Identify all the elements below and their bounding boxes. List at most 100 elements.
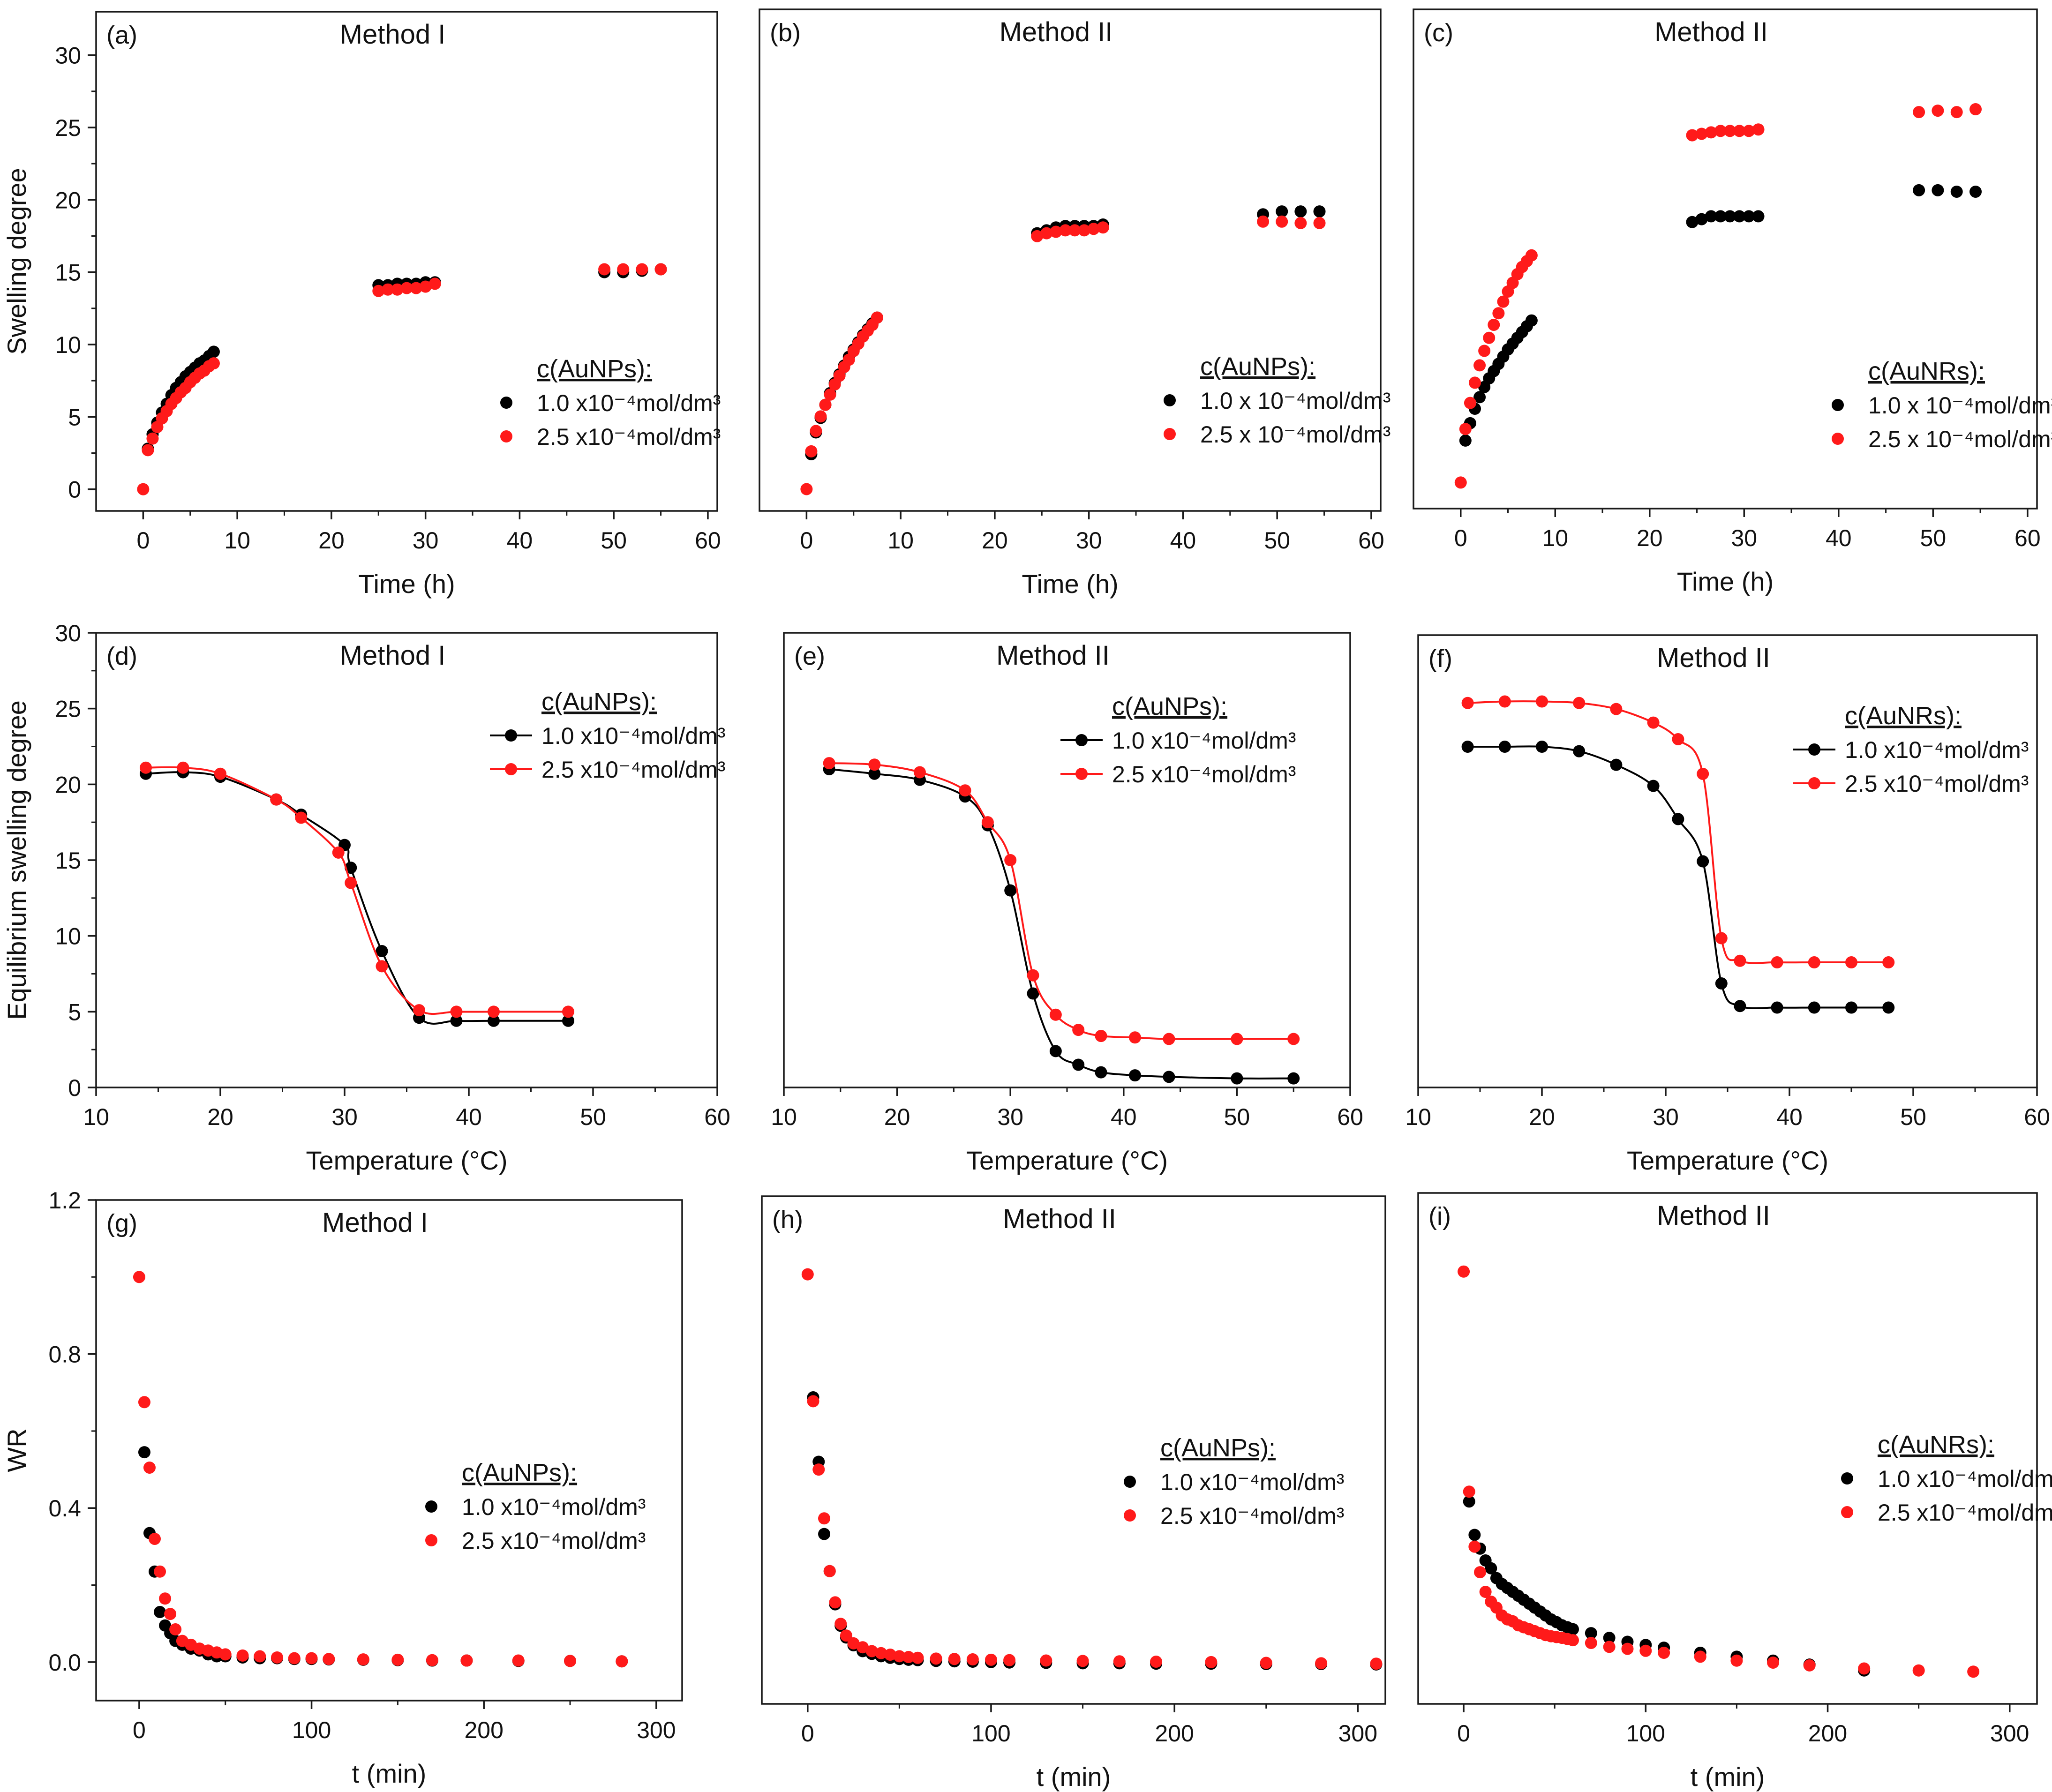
- data-point: [1969, 103, 1982, 115]
- data-point: [1752, 210, 1765, 223]
- plot-frame: [761, 1195, 1386, 1705]
- legend: c(AuNPs): 1.0 x10⁻⁴mol/dm³ 2.5 x10⁻⁴mol/dm…: [1124, 1434, 1344, 1529]
- data-point: [823, 757, 835, 770]
- data-point: [857, 1641, 869, 1654]
- data-point: [1031, 230, 1044, 242]
- data-point: [1294, 217, 1307, 229]
- x-tick-label: 0: [1457, 1720, 1470, 1747]
- data-point: [1068, 224, 1081, 237]
- legend-marker: [1808, 777, 1820, 789]
- data-point: [1097, 221, 1109, 234]
- x-tick-label: 300: [1990, 1720, 2029, 1747]
- data-point: [1231, 1072, 1243, 1085]
- legend-label: 1.0 x10⁻⁴mol/dm³: [1112, 727, 1296, 754]
- data-point: [419, 280, 432, 293]
- legend: c(AuNRs): 1.0 x 10⁻⁴mol/dm³ 2.5 x 10⁻⁴mol/…: [1832, 357, 2052, 452]
- x-tick-label: 10: [771, 1104, 797, 1130]
- y-tick-label: 10: [55, 332, 81, 358]
- legend-label: 2.5 x10⁻⁴mol/dm³: [462, 1528, 646, 1554]
- legend-title: c(AuNPs):: [537, 355, 652, 383]
- y-tick-label: 0: [68, 477, 81, 503]
- legend-title: c(AuNPs):: [1160, 1434, 1276, 1462]
- data-point: [214, 767, 226, 780]
- y-tick-label: 0.4: [48, 1495, 81, 1522]
- legend-label: 1.0 x 10⁻⁴mol/dm³: [1200, 388, 1391, 414]
- panel-e: 10 20 30 40 50 60 (e) Method II Temperature (°C)…: [771, 632, 1363, 1175]
- legend-marker: [1832, 399, 1844, 411]
- series-line: [829, 762, 1294, 1040]
- data-point: [1672, 813, 1684, 825]
- data-point: [814, 410, 827, 423]
- legend-marker: [1075, 768, 1088, 780]
- series-2: [1458, 1265, 1980, 1678]
- data-point: [138, 1396, 150, 1409]
- legend-marker: [1164, 394, 1176, 406]
- data-point: [1095, 1066, 1107, 1079]
- panel-title: Method I: [340, 640, 446, 671]
- data-point: [562, 1005, 574, 1018]
- data-point: [1705, 210, 1717, 223]
- data-point: [512, 1654, 525, 1667]
- data-point: [1639, 1644, 1652, 1657]
- data-point: [1004, 884, 1017, 897]
- data-point: [1610, 703, 1623, 715]
- data-point: [564, 1655, 577, 1667]
- data-point: [1913, 184, 1925, 196]
- x-tick-label: 20: [982, 527, 1008, 554]
- data-point: [345, 877, 357, 889]
- legend-title: c(AuNPs):: [541, 688, 657, 716]
- data-point: [884, 1649, 896, 1661]
- legend-label: 1.0 x10⁻⁴mol/dm³: [1845, 737, 2029, 763]
- data-point: [1686, 129, 1699, 142]
- panel-h: 0 100 200 300 (h) Method II t (min) c(AuNPs): 1.…: [761, 1195, 1386, 1792]
- data-point: [1473, 359, 1486, 372]
- data-point: [871, 311, 883, 324]
- x-tick-label: 60: [704, 1104, 730, 1130]
- data-point: [1714, 125, 1727, 137]
- x-tick-label: 50: [1900, 1104, 1926, 1130]
- legend-marker: [1124, 1476, 1136, 1488]
- data-point: [1845, 956, 1857, 969]
- data-point: [812, 1463, 825, 1476]
- data-point: [1808, 1001, 1820, 1014]
- data-point: [133, 1271, 145, 1283]
- series-1: [140, 766, 574, 1027]
- legend-label: 1.0 x10⁻⁴mol/dm³: [462, 1494, 646, 1520]
- data-point: [1969, 185, 1982, 198]
- plot-frame: [1417, 1192, 2038, 1705]
- data-point: [1163, 1033, 1175, 1045]
- data-point: [1050, 225, 1062, 238]
- data-point: [1463, 1485, 1475, 1498]
- data-point: [154, 1606, 166, 1619]
- data-point: [1315, 1657, 1328, 1670]
- data-point: [1621, 1642, 1634, 1655]
- data-point: [598, 263, 611, 276]
- data-point: [1573, 745, 1586, 757]
- data-point: [1468, 1540, 1481, 1553]
- data-point: [1294, 205, 1307, 218]
- x-axis-label: t (min): [1037, 1762, 1111, 1792]
- data-point: [428, 277, 441, 290]
- data-point: [1027, 987, 1039, 1000]
- panel-tag: (h): [772, 1206, 803, 1234]
- data-point: [911, 1651, 924, 1664]
- data-point: [1276, 215, 1288, 228]
- y-tick-label: 5: [68, 999, 81, 1025]
- panel-title: Method II: [1657, 1200, 1770, 1231]
- y-tick-label: 0: [68, 1075, 81, 1101]
- x-tick-label: 50: [1920, 525, 1947, 551]
- data-point: [1734, 1000, 1746, 1012]
- data-point: [1027, 969, 1039, 982]
- data-point: [305, 1652, 318, 1665]
- data-point: [357, 1653, 369, 1666]
- data-point: [1771, 956, 1783, 969]
- y-tick-label: 25: [55, 696, 81, 722]
- data-point: [1485, 1562, 1497, 1575]
- data-point: [450, 1014, 463, 1027]
- legend-marker: [1841, 1506, 1853, 1518]
- panel-title: Method I: [322, 1207, 428, 1238]
- data-point: [1715, 977, 1728, 990]
- data-point: [460, 1654, 473, 1667]
- data-point: [1733, 125, 1746, 137]
- data-point: [1705, 126, 1717, 139]
